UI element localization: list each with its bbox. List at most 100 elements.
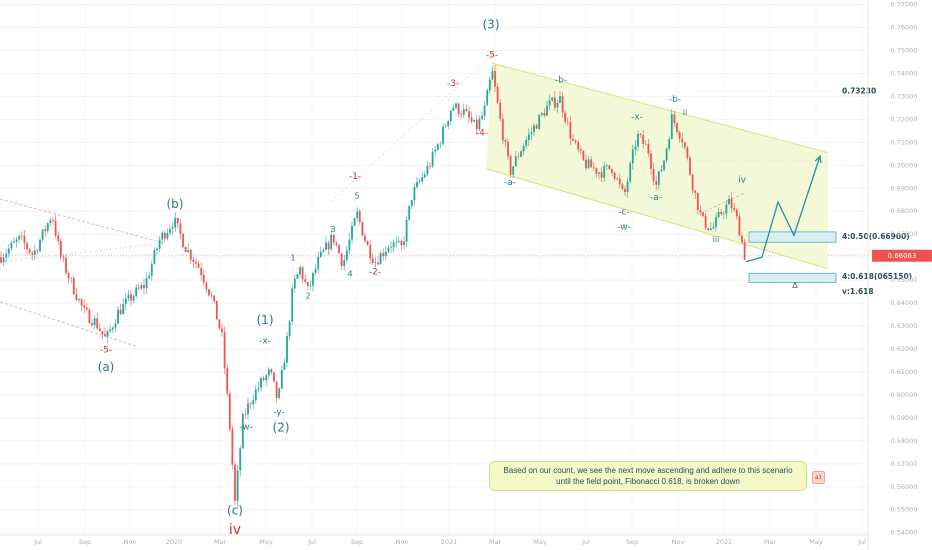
candle-body [205, 282, 208, 290]
candle-body [119, 309, 122, 315]
candle-body [83, 305, 86, 308]
candle-body [101, 331, 104, 334]
candle-body [241, 414, 244, 449]
trendline [0, 198, 166, 244]
candle-body [655, 181, 658, 185]
wave-label: -a- [504, 178, 516, 188]
candle-body [161, 232, 164, 240]
candle-body [31, 252, 34, 255]
price-tick-label: 0.71000 [891, 138, 918, 146]
price-tick-label: 0.57000 [891, 460, 918, 468]
candle-body [686, 147, 689, 158]
candle-body [735, 209, 738, 217]
trendline [699, 192, 746, 214]
candle-body [182, 233, 184, 247]
candle-body [137, 287, 140, 289]
candle-body [36, 250, 39, 252]
wave-label: -w- [617, 223, 631, 233]
price-tick-label: 0.72000 [891, 115, 918, 123]
candle-body [741, 235, 743, 243]
candle-body [15, 239, 18, 242]
candle-body [475, 119, 478, 130]
candle-body [187, 249, 190, 253]
channel-lower-line [485, 168, 829, 270]
candle-body [353, 218, 356, 226]
candle-body [166, 232, 169, 239]
time-tick-label: Mar [214, 538, 227, 546]
candle-body [65, 257, 67, 273]
wave-label: 3 [330, 225, 335, 234]
candle-body [660, 169, 663, 172]
price-tick-label: 0.56000 [891, 483, 918, 491]
candle-body [387, 247, 390, 252]
time-tick-label: Jul [307, 538, 316, 546]
candle-body [382, 253, 385, 256]
candle-body [733, 208, 736, 210]
analysis-note[interactable]: Based on our count, we see the next move… [489, 461, 807, 491]
candle-body [410, 200, 413, 206]
wave-label: iv [738, 176, 747, 186]
candle-body [322, 249, 325, 252]
candle-body [538, 114, 541, 129]
candle-body [236, 470, 239, 501]
wave-label: -w- [239, 422, 253, 432]
candle-body [369, 245, 372, 259]
candle-body [59, 240, 62, 257]
candle-body [730, 198, 733, 209]
candle-body [712, 226, 715, 229]
price-tick-label: 0.58000 [891, 437, 918, 445]
note-icon[interactable]: ai [812, 471, 825, 484]
candle-body [26, 243, 28, 250]
candle-body [600, 172, 603, 178]
candle-body [306, 281, 309, 286]
candle-body [527, 134, 530, 141]
time-tick-label: Jul [33, 538, 42, 546]
wave-label: -5- [100, 345, 112, 355]
candle-body [184, 246, 187, 253]
candle-body [501, 118, 504, 141]
candle-body [46, 222, 49, 232]
price-tick-label: 0.69000 [891, 184, 918, 192]
candle-body [163, 232, 166, 239]
candles-layer [0, 64, 746, 508]
price-tick-label: 0.60000 [891, 391, 918, 399]
candle-body [189, 249, 192, 260]
candle-body [278, 388, 281, 398]
wave-label: (3) [483, 18, 500, 32]
candle-body [618, 178, 621, 185]
candle-body [314, 268, 317, 273]
candle-body [595, 168, 598, 174]
time-tick-label: 2020 [166, 538, 183, 546]
wave-label: (c) [227, 503, 243, 517]
candle-body [605, 165, 608, 166]
price-axis[interactable]: 0.77000 0.76000 0.75000 0.74000 0.73000 0.720… [867, 0, 932, 550]
wave-label: -5- [486, 50, 498, 60]
candle-body [395, 241, 398, 243]
candle-body [652, 168, 655, 182]
wave-label: -1- [349, 172, 361, 182]
candle-body [379, 253, 382, 265]
candle-body [265, 375, 268, 381]
fib-zone[interactable] [748, 272, 837, 283]
price-tick-label: 0.74000 [891, 69, 918, 77]
candle-body [637, 134, 639, 147]
candle-body [392, 242, 395, 247]
candle-body [309, 285, 312, 287]
time-tick-label: Sep [626, 538, 638, 546]
candle-body [434, 149, 437, 152]
time-axis[interactable]: Jul Sep Nov 2020 Mar May Jul Sep Nov 2021 Mar May Ju… [0, 534, 868, 546]
candle-body [148, 275, 151, 279]
analysis-note-text: Based on our count, we see the next move… [503, 466, 793, 486]
candle-body [70, 277, 73, 279]
candle-body [286, 335, 288, 363]
candle-body [351, 225, 353, 240]
candle-body [598, 172, 600, 174]
candle-body [49, 219, 52, 223]
future-marker: Δ [792, 281, 798, 290]
current-price-value: 0.66063 [888, 252, 917, 260]
candle-body [10, 242, 13, 249]
candle-body [707, 227, 710, 230]
candle-body [52, 219, 54, 221]
candle-body [720, 211, 723, 215]
